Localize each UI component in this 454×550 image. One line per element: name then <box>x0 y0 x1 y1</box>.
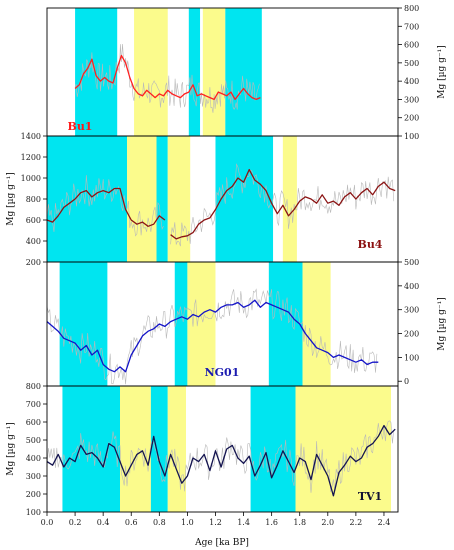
ytick-label-bu4-4: 1000 <box>21 174 41 183</box>
ytick-label-bu4-5: 1200 <box>21 153 41 162</box>
xtick-label-2: 0.4 <box>97 518 110 527</box>
raw-trace-bu1-0 <box>74 43 260 113</box>
panel-frame-tv1 <box>46 385 399 513</box>
ytick-label-bu1-2: 300 <box>404 95 419 104</box>
xtick-label-9: 1.8 <box>293 518 306 527</box>
band-bu4-2 <box>156 136 168 262</box>
band-tv1-1 <box>120 386 151 512</box>
band-bu4-0 <box>47 136 128 262</box>
xtick-label-1: 0.2 <box>69 518 82 527</box>
ytick-label-ng01-5: 500 <box>404 258 419 267</box>
y-axis-title-bu1: Mg [µg g⁻¹] <box>437 45 447 98</box>
ytick-label-bu4-2: 600 <box>26 216 41 225</box>
panel-label-tv1: TV1 <box>358 490 382 503</box>
xtick-label-3: 0.6 <box>125 518 138 527</box>
ytick-label-bu1-4: 500 <box>404 59 419 68</box>
y-axis-title-ng01: Mg [µg g⁻¹] <box>437 297 447 350</box>
band-bu4-1 <box>127 136 157 262</box>
band-tv1-2 <box>150 386 168 512</box>
band-bu1-0 <box>75 8 118 136</box>
ytick-label-bu1-1: 200 <box>404 114 419 123</box>
ytick-label-tv1-0: 100 <box>26 508 41 517</box>
band-bu4-4 <box>215 136 274 262</box>
ytick-label-tv1-7: 800 <box>26 382 41 391</box>
ytick-label-bu1-0: 100 <box>404 132 419 141</box>
band-bu1-4 <box>225 8 262 136</box>
series-line-tv1-0 <box>46 424 396 497</box>
band-bu4-5 <box>282 136 297 262</box>
xtick-label-7: 1.4 <box>237 518 250 527</box>
ytick-label-bu4-0: 200 <box>26 258 41 267</box>
ytick-label-tv1-2: 300 <box>26 472 41 481</box>
ytick-label-ng01-1: 100 <box>404 353 419 362</box>
ytick-label-bu4-6: 1400 <box>21 132 41 141</box>
band-ng01-4 <box>302 262 331 386</box>
ytick-label-bu1-5: 600 <box>404 41 419 50</box>
band-ng01-3 <box>268 262 303 386</box>
series-line-bu1-0 <box>74 54 261 101</box>
band-ng01-0 <box>59 262 108 386</box>
y-axis-title-bu4: Mg [µg g⁻¹] <box>6 172 16 225</box>
ytick-label-tv1-6: 700 <box>26 400 41 409</box>
raw-trace-ng01-0 <box>46 288 378 385</box>
band-bu1-2 <box>188 8 201 136</box>
series-line-bu4-1 <box>170 168 396 240</box>
raw-trace-bu4-0 <box>46 175 164 237</box>
ytick-label-ng01-4: 400 <box>404 282 419 291</box>
y-axis-title-tv1: Mg [µg g⁻¹] <box>6 422 16 475</box>
ytick-label-tv1-5: 600 <box>26 418 41 427</box>
band-bu4-3 <box>167 136 191 262</box>
ytick-label-tv1-3: 400 <box>26 454 41 463</box>
ytick-label-tv1-1: 200 <box>26 490 41 499</box>
xtick-label-11: 2.2 <box>350 518 363 527</box>
ytick-label-ng01-0: 0 <box>404 377 409 386</box>
series-line-bu4-0 <box>46 187 166 227</box>
xtick-label-12: 2.4 <box>378 518 391 527</box>
axes: 100 200 300 400 500 600 700 800 Mg [µg g⁻¹] Bu1 20… <box>6 4 447 527</box>
xtick-label-4: 0.8 <box>153 518 166 527</box>
xtick-label-5: 1.0 <box>181 518 194 527</box>
xtick-label-6: 1.2 <box>209 518 222 527</box>
band-bu1-3 <box>202 8 226 136</box>
panel-label-ng01: NG01 <box>205 366 240 379</box>
xtick-label-8: 1.6 <box>265 518 278 527</box>
xtick-label-0: 0.0 <box>41 518 54 527</box>
panel-frames <box>46 7 399 513</box>
ytick-label-bu1-6: 700 <box>404 22 419 31</box>
x-axis-title: Age [ka BP] <box>194 538 249 548</box>
ytick-label-bu1-3: 400 <box>404 77 419 86</box>
band-tv1-4 <box>250 386 296 512</box>
ytick-label-ng01-2: 200 <box>404 330 419 339</box>
band-bu1-1 <box>134 8 168 136</box>
ytick-label-bu1-7: 800 <box>404 4 419 13</box>
panel-label-bu4: Bu4 <box>358 238 383 251</box>
climate-bands <box>47 8 391 512</box>
band-tv1-3 <box>167 386 186 512</box>
series-line-ng01-0 <box>46 299 379 373</box>
ytick-label-tv1-4: 500 <box>26 436 41 445</box>
ytick-label-ng01-3: 300 <box>404 306 419 315</box>
panel-label-bu1: Bu1 <box>68 120 93 133</box>
data-traces <box>46 43 396 497</box>
band-ng01-2 <box>187 262 216 386</box>
band-ng01-1 <box>174 262 188 386</box>
raw-trace-bu4-1 <box>170 163 395 247</box>
xtick-label-10: 2.0 <box>321 518 334 527</box>
ytick-label-bu4-3: 800 <box>26 195 41 204</box>
ytick-label-bu4-1: 400 <box>26 237 41 246</box>
